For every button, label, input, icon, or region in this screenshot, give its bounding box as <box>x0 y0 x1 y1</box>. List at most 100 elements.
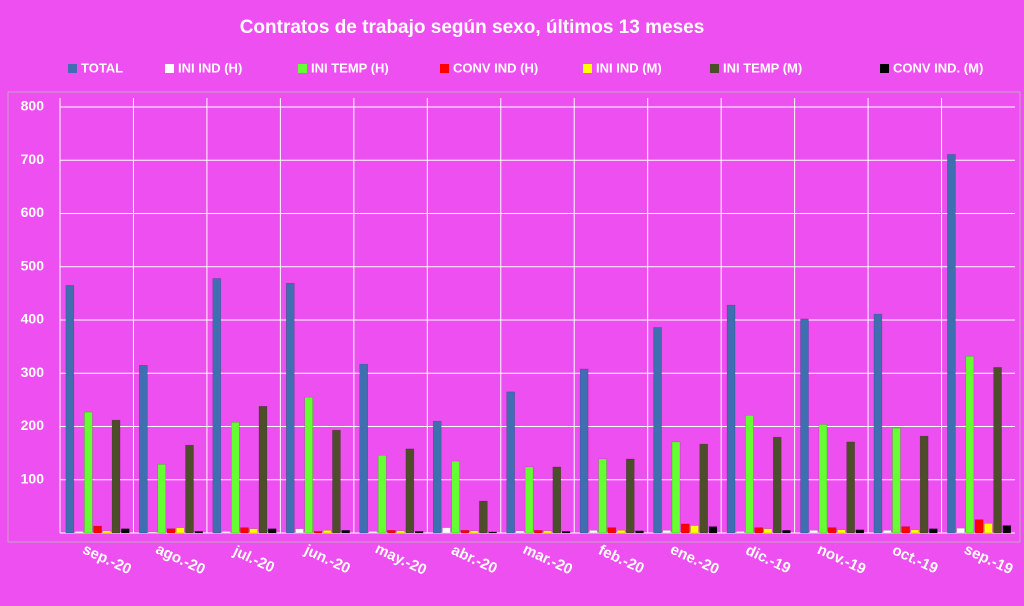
bar <box>176 527 185 534</box>
bar <box>506 391 515 534</box>
bar <box>965 355 975 534</box>
y-tick-label: 500 <box>21 257 45 273</box>
bar <box>956 527 965 534</box>
bar <box>616 530 626 534</box>
bar <box>488 531 497 534</box>
y-tick-label: 400 <box>21 311 45 327</box>
y-tick-label: 200 <box>21 417 45 433</box>
bar <box>102 530 112 534</box>
bar <box>947 154 956 534</box>
bar <box>818 424 828 534</box>
bar <box>185 444 194 534</box>
bar <box>662 530 672 534</box>
bar <box>479 500 488 534</box>
legend-label: INI TEMP (H) <box>311 60 389 75</box>
bar <box>93 525 102 534</box>
bar <box>166 528 176 534</box>
bar <box>837 529 846 534</box>
bar <box>377 455 387 534</box>
bar <box>589 530 598 534</box>
bar <box>910 529 920 534</box>
bar <box>772 436 782 534</box>
bar <box>552 466 562 534</box>
legend-label: INI IND (H) <box>178 60 242 75</box>
bar <box>543 530 552 534</box>
bar <box>304 396 313 534</box>
legend-label: INI TEMP (M) <box>723 60 802 75</box>
bar <box>405 448 415 534</box>
legend-swatch <box>880 64 889 73</box>
bar <box>442 527 451 534</box>
bar <box>295 528 304 534</box>
bar <box>396 530 405 534</box>
legend-swatch <box>710 64 719 73</box>
bar <box>763 528 773 534</box>
bar <box>579 368 589 534</box>
bar <box>332 429 341 534</box>
bar <box>681 523 690 534</box>
bar <box>194 531 203 534</box>
legend-swatch <box>440 64 449 73</box>
bar <box>745 415 754 534</box>
bar <box>258 406 268 534</box>
bar <box>313 531 323 534</box>
bar <box>892 427 901 534</box>
bar <box>451 460 460 534</box>
bar <box>414 531 424 534</box>
legend-label: TOTAL <box>81 60 123 75</box>
bar <box>212 278 222 534</box>
bar <box>699 443 708 534</box>
bar <box>148 531 157 534</box>
bar <box>855 529 865 534</box>
bar <box>809 530 818 534</box>
legend-swatch <box>68 64 77 73</box>
bar <box>387 530 396 534</box>
bar <box>708 526 718 534</box>
bar <box>882 530 892 534</box>
bar <box>249 528 258 534</box>
y-tick-label: 100 <box>21 470 45 486</box>
bar <box>653 327 662 534</box>
bar <box>84 411 93 534</box>
bar <box>240 527 249 534</box>
bar <box>322 530 332 534</box>
bar <box>754 527 763 534</box>
legend-swatch <box>583 64 592 73</box>
bar <box>827 527 837 534</box>
bar <box>690 525 699 534</box>
bar <box>846 441 855 534</box>
bar <box>432 420 442 534</box>
bar <box>111 419 121 534</box>
legend-label: INI IND (M) <box>596 60 662 75</box>
bar <box>524 466 534 534</box>
bar <box>267 528 277 534</box>
bar <box>469 530 479 534</box>
bar <box>929 528 938 534</box>
bar <box>221 531 231 534</box>
chart-title: Contratos de trabajo según sexo, últimos… <box>240 17 705 38</box>
bar <box>534 530 543 534</box>
bar <box>598 458 607 534</box>
legend-label: CONV IND (H) <box>453 60 538 75</box>
bar <box>782 530 791 534</box>
bar <box>231 421 240 534</box>
y-tick-label: 600 <box>21 204 45 220</box>
bar <box>919 435 929 534</box>
bar <box>65 285 75 534</box>
y-tick-label: 300 <box>21 364 45 380</box>
bar <box>607 527 617 534</box>
bar <box>121 528 130 534</box>
bar <box>974 519 984 534</box>
bar <box>341 530 350 534</box>
bar <box>984 523 993 534</box>
legend-label: CONV IND. (M) <box>893 60 983 75</box>
bar <box>726 304 736 534</box>
bar <box>993 367 1002 534</box>
bar <box>359 363 368 534</box>
legend-swatch <box>165 64 174 73</box>
bar <box>800 318 809 534</box>
bar <box>626 458 635 534</box>
bar <box>901 526 910 534</box>
bar <box>460 530 470 534</box>
